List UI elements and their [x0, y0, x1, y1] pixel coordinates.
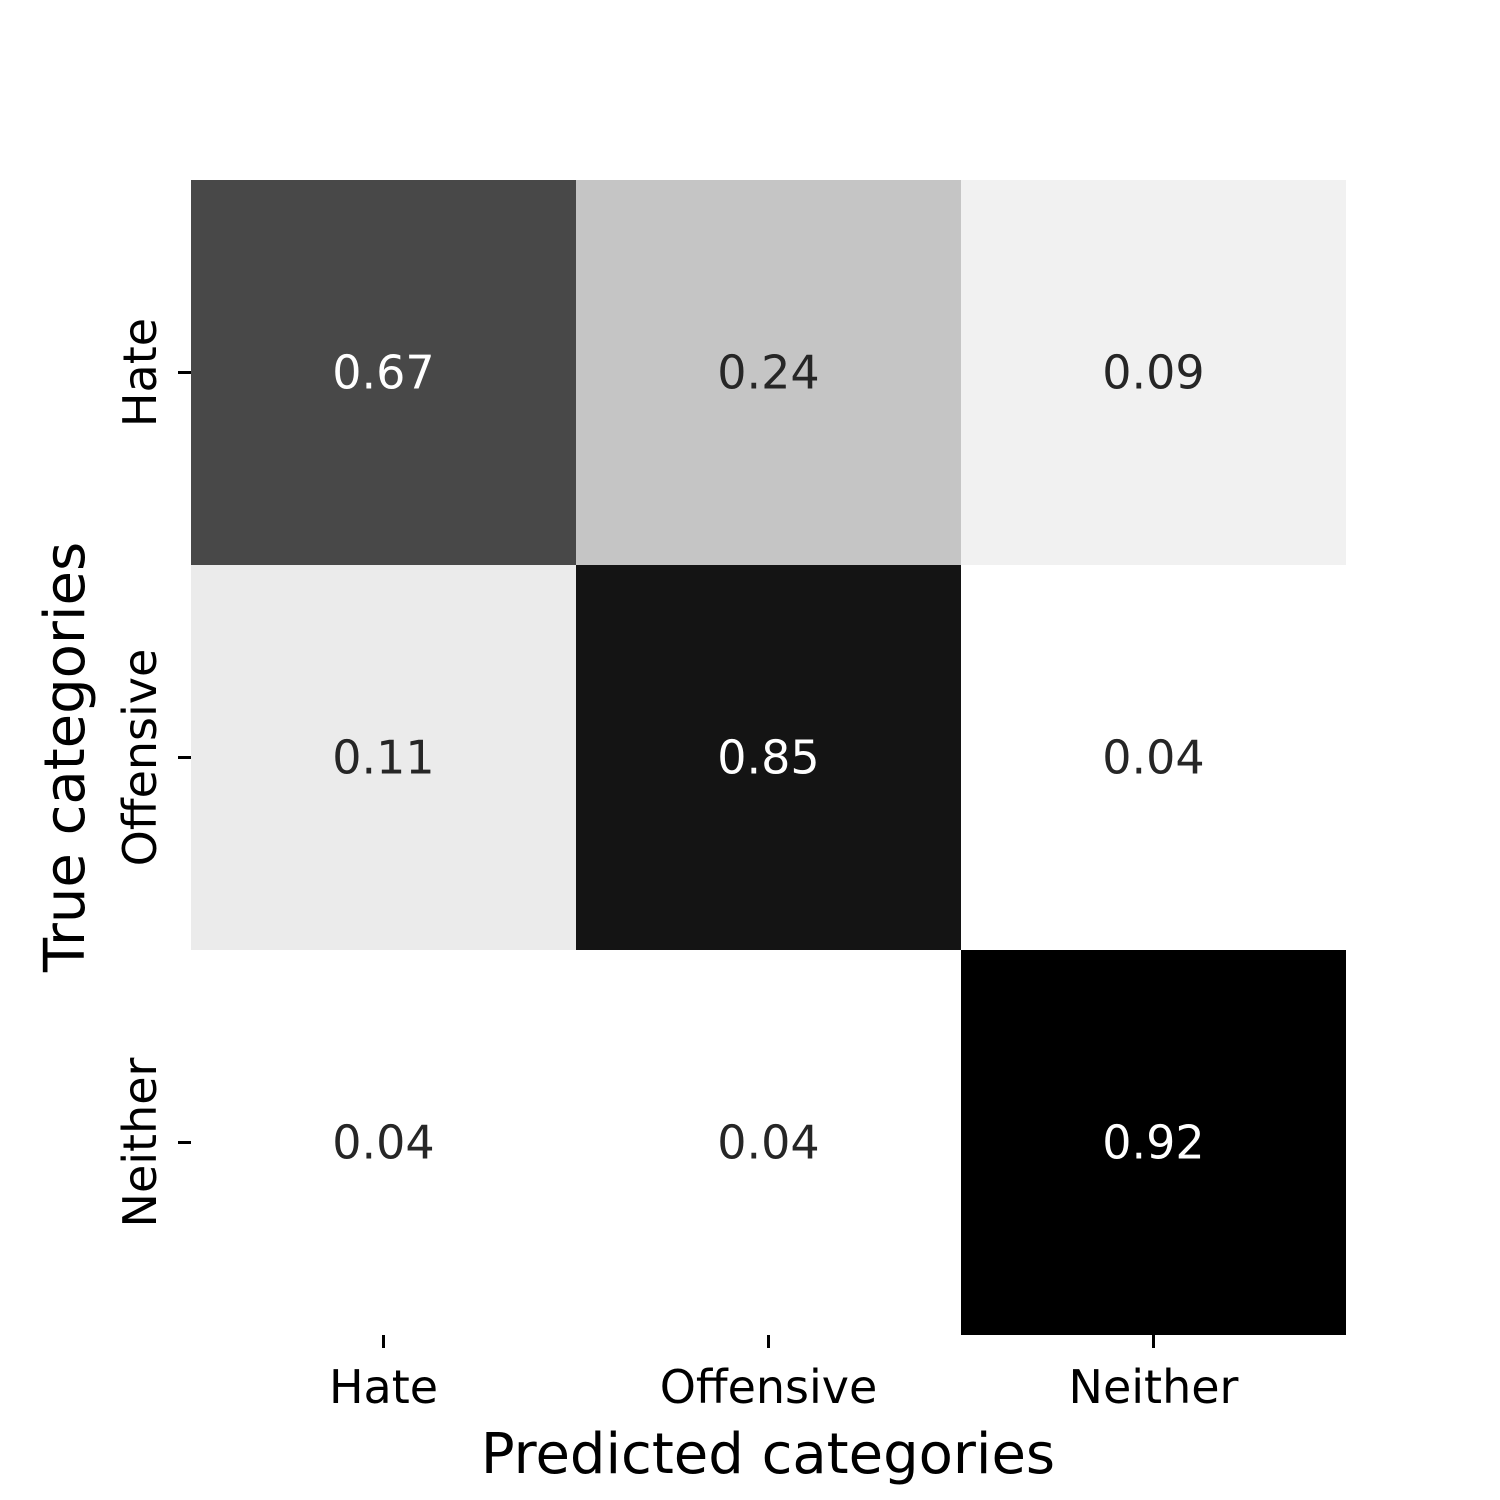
- heatmap-cell-value: 0.04: [717, 1116, 819, 1170]
- y-tick-label: Offensive: [113, 649, 167, 867]
- heatmap-cells: [191, 180, 1346, 1335]
- y-axis-label: True categories: [33, 542, 98, 973]
- y-tick-label: Hate: [113, 318, 167, 427]
- x-axis-label: Predicted categories: [481, 1422, 1055, 1487]
- heatmap-cell-value: 0.04: [1102, 731, 1204, 785]
- heatmap-cell-value: 0.04: [332, 1116, 434, 1170]
- heatmap-cell-labels: 0.67 0.24 0.09 0.11 0.85 0.04 0.04 0.04 0.92: [332, 346, 1204, 1170]
- heatmap-cell-value: 0.92: [1102, 1116, 1204, 1170]
- heatmap-cell-value: 0.85: [717, 731, 819, 785]
- x-tick-label: Offensive: [660, 1360, 878, 1414]
- heatmap-cell-value: 0.67: [332, 346, 434, 400]
- heatmap-cell: [961, 180, 1346, 565]
- heatmap-cell: [191, 565, 576, 950]
- x-tick-label: Neither: [1069, 1360, 1239, 1414]
- heatmap-cell: [576, 180, 961, 565]
- heatmap-cell-value: 0.24: [717, 346, 819, 400]
- heatmap-cell: [191, 950, 576, 1335]
- heatmap-cell: [191, 180, 576, 565]
- heatmap-cell: [576, 565, 961, 950]
- y-tick-label: Neither: [113, 1057, 167, 1227]
- x-tick-label: Hate: [329, 1360, 438, 1414]
- y-axis-ticks: Hate Offensive Neither: [113, 318, 191, 1227]
- heatmap-cell-value: 0.11: [332, 731, 434, 785]
- x-axis-ticks: Hate Offensive Neither: [329, 1335, 1239, 1414]
- heatmap-cell: [961, 565, 1346, 950]
- heatmap-cell-value: 0.09: [1102, 346, 1204, 400]
- heatmap-cell: [576, 950, 961, 1335]
- heatmap-cell: [961, 950, 1346, 1335]
